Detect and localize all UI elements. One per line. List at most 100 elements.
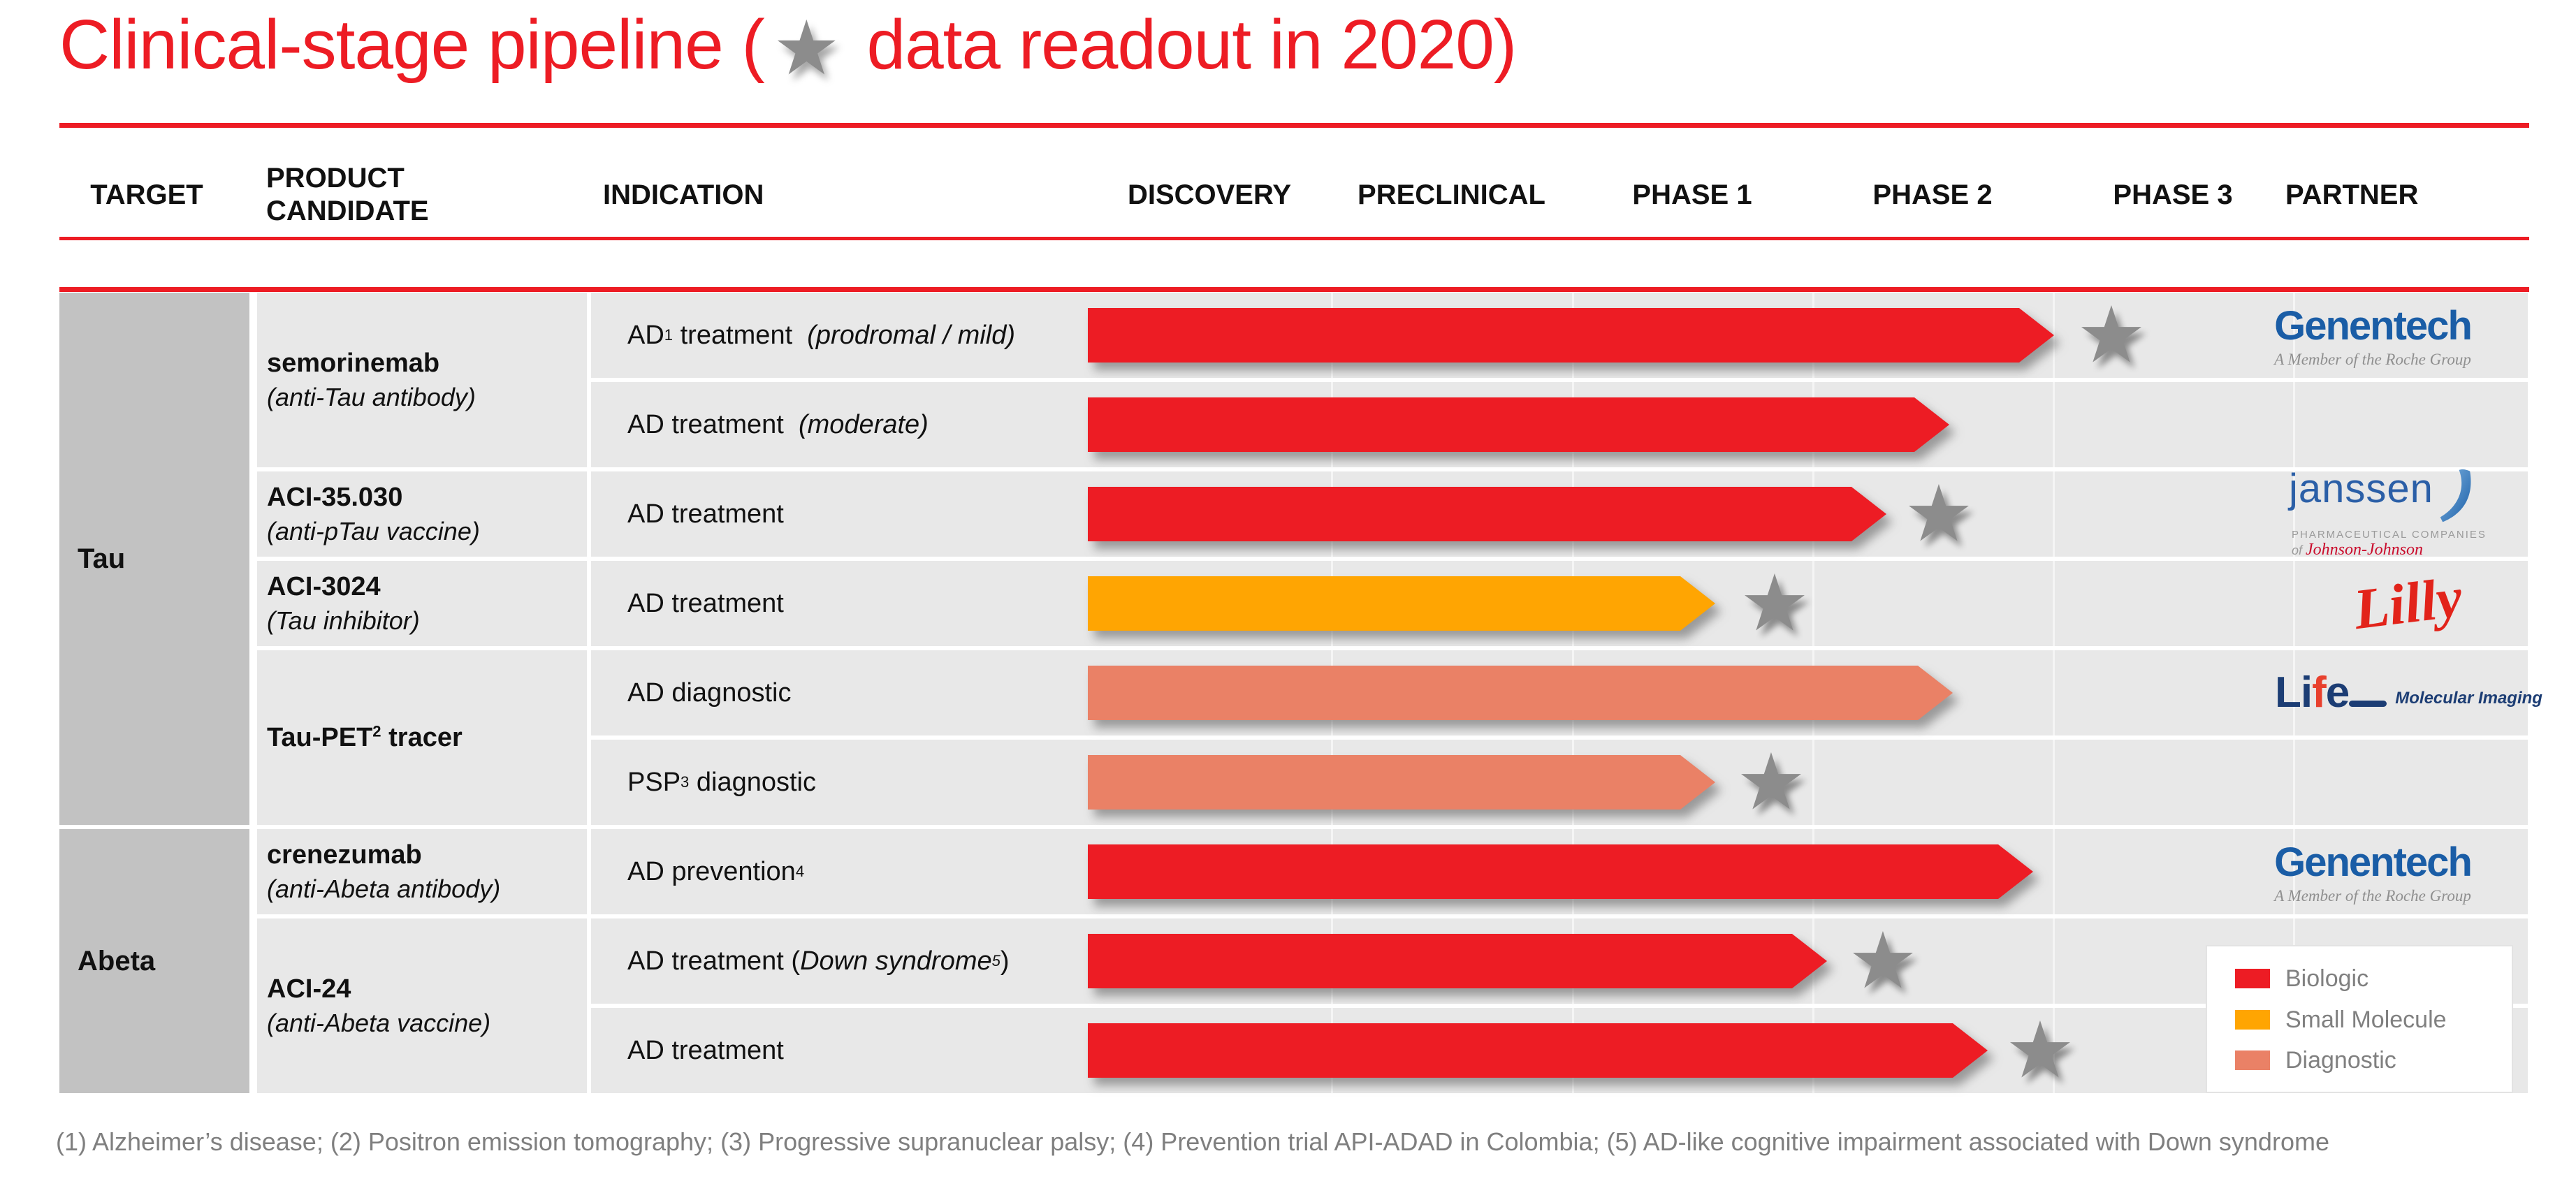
phase-separator — [2053, 471, 2055, 557]
product-cell-aci-35-030: ACI-35.030 (anti-pTau vaccine) — [257, 471, 587, 557]
jnj-script: Johnson-Johnson — [2306, 541, 2423, 559]
partner-logo-life-molecular-imaging: Life Molecular Imaging — [2275, 650, 2547, 735]
pipeline-bar-shape — [1088, 666, 1953, 720]
title-text-right: data readout in 2020) — [847, 6, 1517, 84]
genentech-tagline: A Member of the Roche Group — [2274, 886, 2471, 905]
phase-separator — [1812, 740, 1814, 825]
genentech-wordmark: Genentech — [2274, 839, 2473, 885]
pipeline-bar — [1088, 844, 2033, 899]
column-header-discovery: DISCOVERY — [1127, 179, 1292, 210]
partner-logo-genentech: Genentech A Member of the Roche Group — [2240, 293, 2505, 378]
genentech-tagline: A Member of the Roche Group — [2274, 350, 2471, 368]
target-label: Tau — [78, 543, 126, 574]
product-cell-semorinemab: semorinemab (anti-Tau antibody) — [257, 293, 587, 467]
header-underline — [59, 237, 2529, 240]
indication-text: AD treatment — [627, 1035, 784, 1065]
partner-logo-janssen: janssen PHARMACEUTICAL COMPANIES of John… — [2261, 466, 2540, 559]
pipeline-bar — [1088, 487, 1886, 541]
phase-separator — [2293, 740, 2295, 825]
indication-text: AD prevention 4 — [627, 856, 805, 886]
column-header-product-candidate: PRODUCT CANDIDATE — [266, 158, 497, 232]
product-subtitle: (anti-pTau vaccine) — [267, 516, 480, 546]
pipeline-row: AD prevention 4 Genentech A Member of the… — [591, 829, 2528, 914]
lilly-wordmark: Lilly — [2350, 564, 2466, 642]
product-subtitle: (anti-Tau antibody) — [267, 382, 476, 411]
phase-separator — [2293, 293, 2295, 378]
janssen-wordmark: janssen — [2289, 466, 2433, 511]
pipeline-bar-shape — [1088, 1023, 1988, 1078]
phase-separator — [2293, 382, 2295, 467]
title-text-left: Clinical-stage pipeline ( — [59, 6, 765, 84]
table-top-rule — [59, 287, 2529, 292]
life-underline-swoosh — [2349, 700, 2387, 707]
pipeline-row: AD diagnostic Life Molecular Imaging — [591, 650, 2542, 735]
product-subtitle: (anti-Abeta antibody) — [267, 874, 501, 903]
pipeline-bar — [1088, 397, 1949, 452]
legend-swatch-biologic — [2235, 969, 2270, 988]
product-name: Tau-PET2 tracer — [267, 722, 463, 752]
readout-star: ★ — [1847, 917, 1919, 1004]
indication-text: AD treatment (Down syndrome 5) — [627, 946, 1010, 976]
column-header-phase2: PHASE 2 — [1872, 179, 1993, 210]
pipeline-row: AD treatment ★ janssen PHARMACEUTICAL CO… — [591, 469, 2528, 559]
product-cell-aci-3024: ACI-3024 (Tau inhibitor) — [257, 561, 587, 646]
pipeline-bar — [1088, 755, 1715, 810]
readout-star: ★ — [2076, 291, 2147, 379]
product-name: ACI-24 — [267, 974, 351, 1004]
pipeline-row: AD treatment ★ Lilly — [591, 559, 2528, 647]
janssen-swoosh-icon — [2440, 469, 2471, 522]
target-label: Abeta — [78, 945, 156, 976]
title-underline — [59, 123, 2529, 128]
pipeline-bar-shape — [1088, 844, 2033, 899]
product-name: semorinemab — [267, 348, 440, 378]
legend-item-diagnostic: Diagnostic — [2235, 1046, 2396, 1074]
legend-label: Diagnostic — [2285, 1046, 2396, 1074]
target-cell-abeta: Abeta — [59, 829, 249, 1093]
phase-separator — [2293, 829, 2295, 914]
legend-label: Biologic — [2285, 965, 2369, 992]
phase-separator — [2293, 650, 2295, 735]
phase-separator — [2053, 650, 2055, 735]
product-name: ACI-3024 — [267, 571, 381, 601]
phase-separator — [2053, 561, 2055, 646]
target-cell-tau: Tau — [59, 293, 249, 825]
legend-label: Small Molecule — [2285, 1006, 2447, 1033]
product-name: crenezumab — [267, 840, 422, 870]
indication-text: AD treatment — [627, 588, 784, 618]
legend-item-biologic: Biologic — [2235, 965, 2368, 993]
column-header-phase1: PHASE 1 — [1632, 179, 1752, 210]
pipeline-bar — [1088, 308, 2054, 363]
pipeline-row: AD 1 treatment (prodromal / mild) ★ Genen… — [591, 291, 2528, 379]
pipeline-bar-shape — [1088, 397, 1949, 452]
pipeline-row: PSP 3 diagnostic ★ — [591, 738, 2528, 826]
indication-text: AD treatment — [627, 499, 784, 529]
pipeline-bar — [1088, 576, 1715, 631]
legend-swatch-diagnostic — [2235, 1050, 2270, 1070]
phase-separator — [1812, 561, 1814, 646]
pipeline-bar — [1088, 934, 1827, 988]
footnote: (1) Alzheimer’s disease; (2) Positron em… — [56, 1127, 2329, 1156]
column-header-preclinical: PRECLINICAL — [1358, 179, 1545, 210]
indication-text: AD 1 treatment (prodromal / mild) — [627, 320, 1015, 350]
janssen-subtitle: PHARMACEUTICAL COMPANIES — [2292, 529, 2487, 541]
life-molecular-imaging-text: Molecular Imaging — [2395, 689, 2542, 708]
product-subtitle: (Tau inhibitor) — [267, 606, 420, 635]
phase-separator — [2053, 829, 2055, 914]
phase-separator — [2293, 471, 2295, 557]
pipeline-bar — [1088, 666, 1953, 720]
pipeline-bar-shape — [1088, 487, 1886, 541]
indication-text: AD treatment (moderate) — [627, 409, 929, 439]
phase-separator — [2053, 1008, 2055, 1093]
indication-text: AD diagnostic — [627, 678, 792, 708]
pipeline-bar-shape — [1088, 934, 1827, 988]
page-title: Clinical-stage pipeline (★ data readout … — [59, 4, 1517, 92]
product-name: ACI-35.030 — [267, 482, 403, 512]
readout-star: ★ — [1735, 738, 1807, 826]
pipeline-bar-shape — [1088, 308, 2054, 363]
pipeline-row: AD treatment (Down syndrome 5) ★ — [591, 917, 2528, 1004]
column-header-partner: PARTNER — [2285, 179, 2419, 210]
column-header-phase3: PHASE 3 — [2113, 179, 2233, 210]
pipeline-bar-shape — [1088, 576, 1715, 631]
janssen-jnj-line: of Johnson-Johnson — [2292, 541, 2423, 559]
